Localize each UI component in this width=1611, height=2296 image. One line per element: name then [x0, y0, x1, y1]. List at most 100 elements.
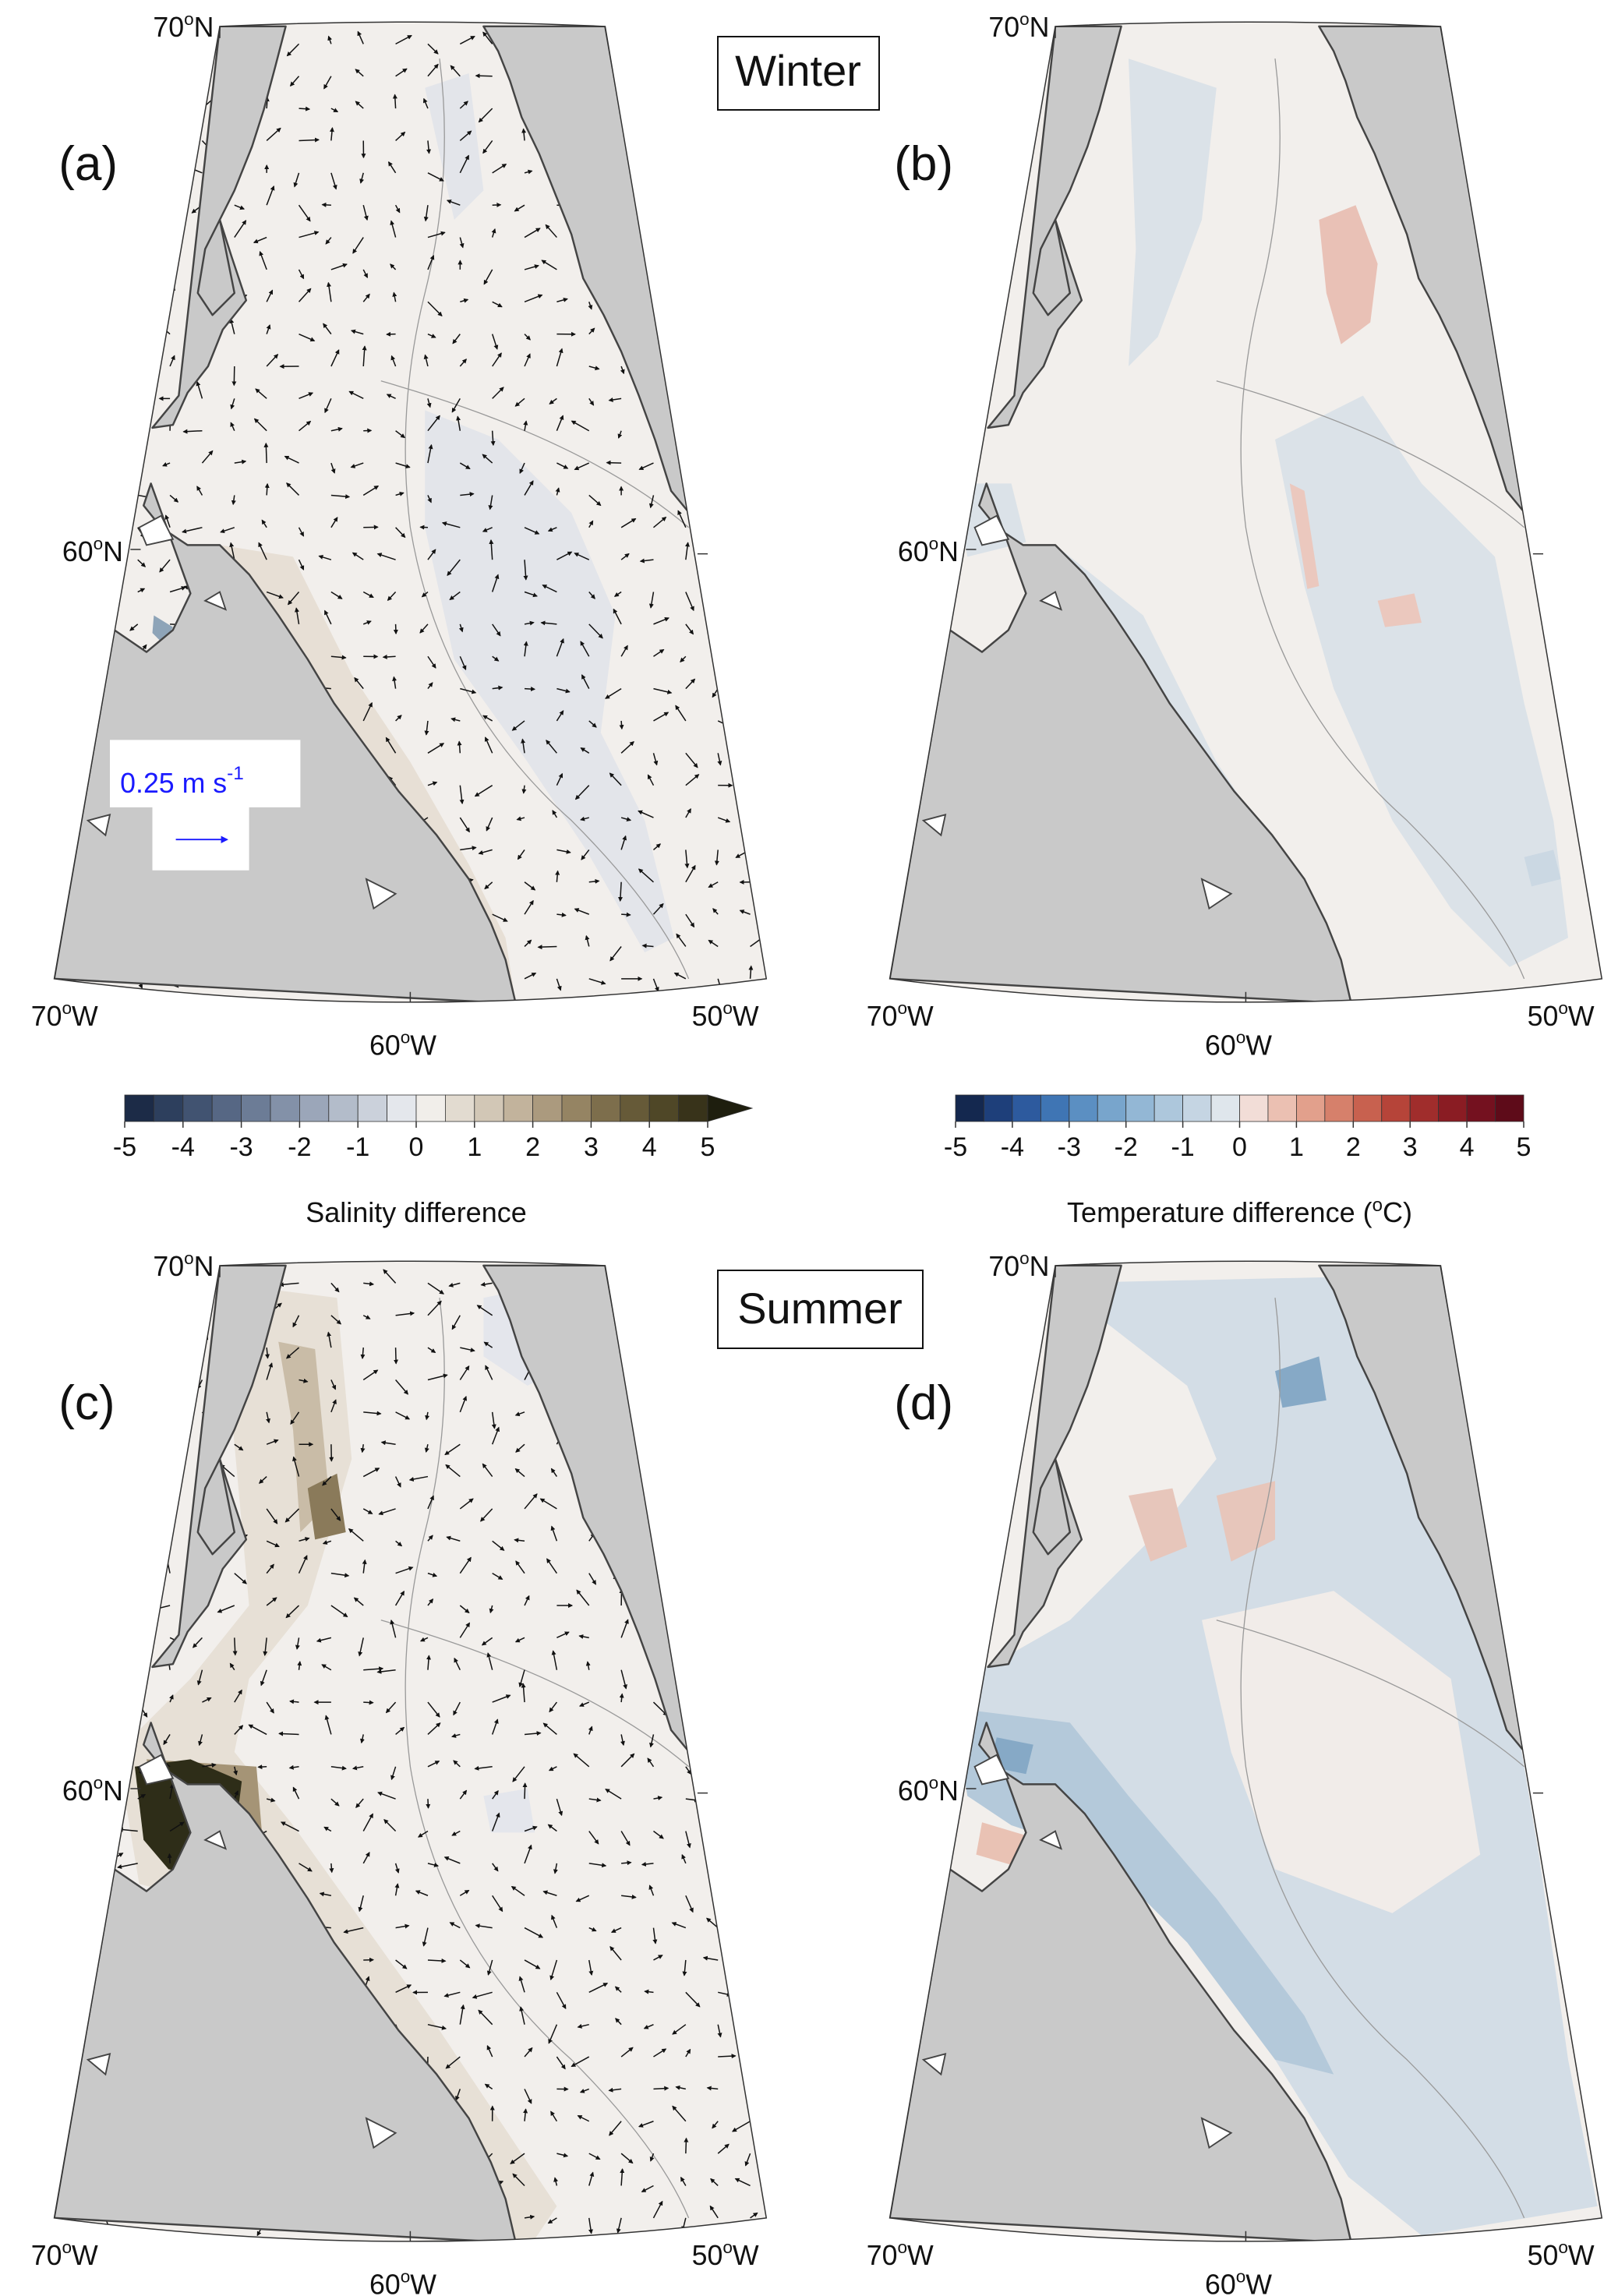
velocity-vector	[427, 495, 432, 503]
velocity-vector	[717, 753, 722, 766]
velocity-vector	[169, 1783, 175, 1800]
velocity-vector	[234, 1573, 247, 1584]
velocity-vector	[446, 200, 461, 206]
velocity-vector	[257, 1764, 267, 1770]
velocity-vector	[455, 2089, 461, 2101]
velocity-vector	[352, 552, 364, 560]
velocity-vector	[685, 623, 694, 635]
velocity-vector	[266, 1597, 277, 1606]
velocity-vector	[579, 2088, 590, 2093]
velocity-vector	[322, 1540, 332, 1545]
velocity-vector	[638, 810, 654, 818]
isobath	[1240, 58, 1525, 980]
velocity-vector	[161, 189, 171, 206]
velocity-vector	[556, 415, 564, 432]
velocity-vector	[620, 1831, 631, 1846]
velocity-vector	[104, 1283, 109, 1295]
velocity-vector	[293, 172, 300, 188]
colorbar-tick-label: 3	[584, 1132, 599, 1162]
velocity-vector	[647, 774, 655, 786]
velocity-vector	[353, 1597, 364, 1606]
velocity-vector	[511, 720, 525, 731]
velocity-vector	[280, 1821, 299, 1832]
velocity-vector	[452, 334, 461, 344]
velocity-vector	[555, 870, 560, 882]
velocity-vector	[478, 849, 493, 855]
velocity-vector	[556, 1798, 563, 1817]
velocity-vector	[451, 397, 461, 413]
velocity-vector	[549, 397, 557, 404]
velocity-vector	[524, 881, 536, 891]
velocity-vector	[641, 943, 654, 948]
velocity-vector	[744, 1919, 751, 1928]
anomaly-patch	[1289, 483, 1320, 589]
colorbar-segment	[532, 1094, 563, 1122]
degree-sign: o	[94, 1773, 104, 1793]
velocity-vector	[266, 1540, 280, 1548]
colorbar-tick-label: -3	[229, 1132, 253, 1162]
velocity-vector	[571, 2056, 590, 2068]
velocity-vector	[390, 355, 397, 367]
velocity-vector	[182, 429, 203, 434]
anomaly-patch	[1524, 850, 1561, 887]
velocity-vector	[424, 720, 429, 736]
velocity-vector	[395, 131, 406, 142]
velocity-vector	[541, 260, 557, 270]
velocity-vector	[576, 1589, 590, 1606]
velocity-vector	[323, 76, 332, 90]
velocity-vector	[489, 1605, 494, 1614]
velocity-vector	[61, 1573, 74, 1581]
velocity-vector	[644, 1989, 654, 1994]
velocity-vector	[492, 301, 503, 308]
hemisphere: N	[938, 1775, 959, 1807]
velocity-vector	[65, 237, 74, 249]
velocity-vector	[619, 720, 624, 730]
velocity-vector	[124, 395, 138, 401]
velocity-vector	[735, 1669, 751, 1684]
velocity-vector	[735, 1347, 751, 1360]
velocity-vector	[699, 462, 719, 469]
velocity-vector	[685, 542, 691, 560]
velocity-vector	[750, 1573, 764, 1586]
velocity-vector	[425, 1411, 430, 1421]
velocity-vector	[419, 1637, 429, 1642]
velocity-vector	[608, 2087, 622, 2093]
velocity-vector	[231, 366, 237, 387]
graticule-label: 60oW	[1205, 2267, 1272, 2296]
velocity-vector	[408, 1475, 429, 1482]
velocity-vector	[266, 354, 279, 367]
degree-value: 60	[369, 1030, 401, 1061]
hemisphere: W	[1245, 2270, 1272, 2296]
velocity-vector	[325, 237, 332, 245]
velocity-vector	[445, 1464, 461, 1478]
velocity-vector	[542, 585, 557, 593]
velocity-vector	[524, 264, 539, 270]
velocity-vector	[299, 231, 320, 238]
velocity-vector	[298, 269, 305, 280]
velocity-vector	[514, 204, 525, 212]
velocity-vector	[289, 1699, 299, 1704]
velocity-vector	[540, 620, 557, 626]
velocity-vector	[68, 679, 74, 689]
velocity-vector	[516, 816, 525, 821]
velocity-vector	[749, 1476, 760, 1494]
degree-sign: o	[722, 998, 733, 1018]
velocity-vector	[359, 172, 365, 184]
velocity-vector	[423, 205, 429, 222]
velocity-vector	[605, 687, 622, 699]
velocity-vector	[427, 1761, 440, 1768]
velocity-vector	[482, 454, 493, 464]
map-body	[889, 1261, 1602, 2241]
velocity-vector	[125, 421, 139, 432]
velocity-vector	[456, 415, 461, 431]
velocity-vector	[385, 736, 397, 754]
velocity-vector	[327, 1331, 332, 1348]
velocity-vector	[427, 1701, 440, 1718]
velocity-vector	[385, 1701, 397, 1714]
velocity-vector	[575, 1895, 590, 1902]
velocity-vector	[290, 1411, 300, 1425]
velocity-vector	[539, 1498, 557, 1510]
velocity-vector	[750, 1766, 765, 1775]
velocity-vector	[323, 323, 332, 335]
